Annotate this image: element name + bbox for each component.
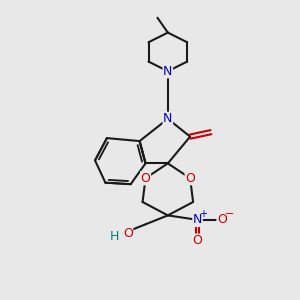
Text: H: H bbox=[110, 230, 120, 243]
Text: +: + bbox=[199, 209, 207, 219]
Text: N: N bbox=[193, 213, 202, 226]
Text: O: O bbox=[141, 172, 151, 185]
Text: N: N bbox=[163, 65, 172, 78]
Text: −: − bbox=[225, 209, 234, 219]
Text: O: O bbox=[123, 227, 133, 240]
Text: O: O bbox=[217, 213, 227, 226]
Text: O: O bbox=[185, 172, 195, 185]
Text: O: O bbox=[193, 234, 202, 247]
Text: N: N bbox=[163, 112, 172, 125]
